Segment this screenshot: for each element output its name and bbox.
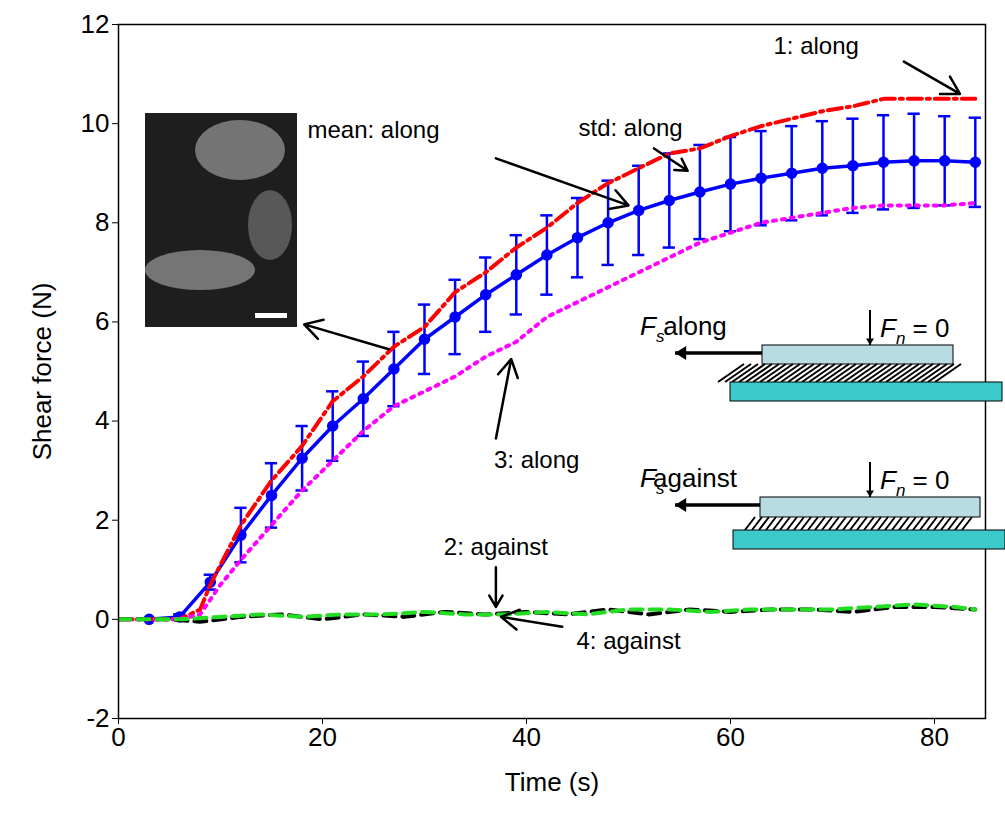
svg-text:Fs: Fs bbox=[640, 311, 665, 346]
svg-text:12: 12 bbox=[81, 9, 110, 39]
svg-text:against: against bbox=[653, 463, 738, 493]
svg-text:6: 6 bbox=[95, 306, 109, 336]
svg-text:Fn = 0: Fn = 0 bbox=[880, 465, 949, 500]
svg-text:20: 20 bbox=[308, 722, 337, 752]
svg-text:40: 40 bbox=[512, 722, 541, 752]
svg-text:10: 10 bbox=[81, 108, 110, 138]
svg-text:8: 8 bbox=[95, 207, 109, 237]
svg-text:4: against: 4: against bbox=[576, 627, 680, 654]
svg-text:Time (s): Time (s) bbox=[505, 767, 599, 797]
svg-text:1: along: 1: along bbox=[773, 32, 858, 59]
svg-text:along: along bbox=[663, 311, 727, 341]
svg-text:Shear force (N): Shear force (N) bbox=[27, 283, 57, 461]
svg-text:0: 0 bbox=[111, 722, 125, 752]
svg-text:-2: -2 bbox=[86, 703, 109, 733]
svg-text:Fn = 0: Fn = 0 bbox=[880, 313, 949, 348]
svg-text:3: along: 3: along bbox=[494, 446, 579, 473]
html-text:F: F bbox=[640, 463, 656, 493]
svg-text:mean: along: mean: along bbox=[307, 116, 439, 143]
svg-text:0: 0 bbox=[95, 604, 109, 634]
svg-text:2: against: 2: against bbox=[444, 533, 548, 560]
svg-text:4: 4 bbox=[95, 405, 109, 435]
svg-text:80: 80 bbox=[920, 722, 949, 752]
svg-text:2: 2 bbox=[95, 505, 109, 535]
svg-text:std: along: std: along bbox=[579, 114, 683, 141]
svg-text:60: 60 bbox=[716, 722, 745, 752]
